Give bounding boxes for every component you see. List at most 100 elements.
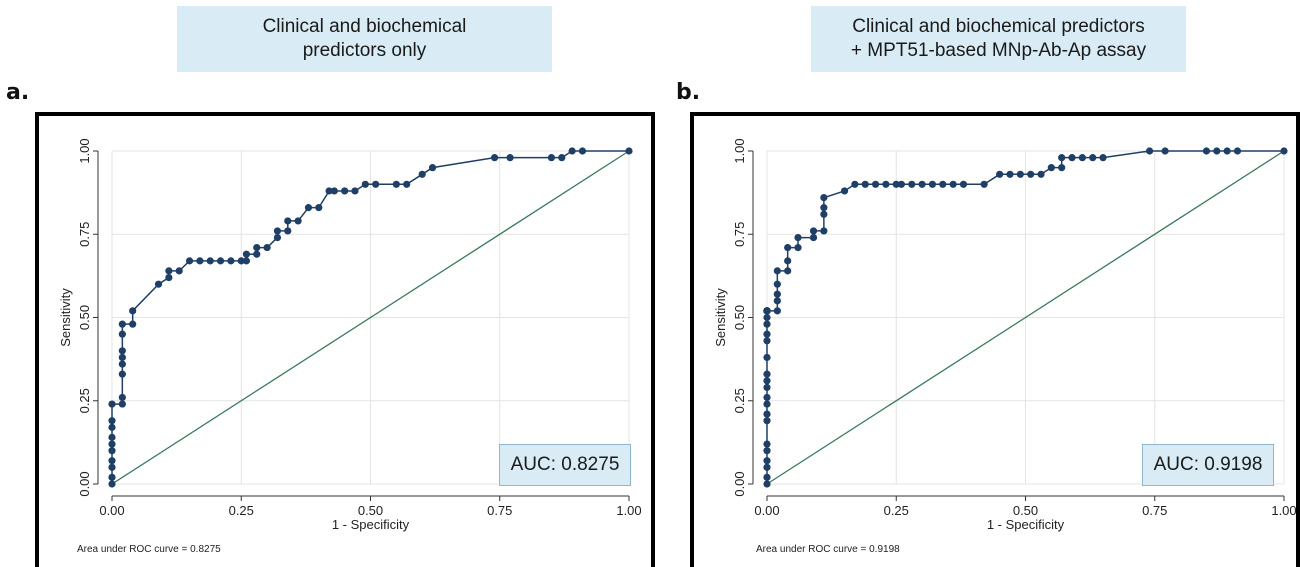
roc-point <box>851 180 859 188</box>
roc-point <box>861 180 869 188</box>
roc-point <box>763 440 771 448</box>
y-tick-label: 0.25 <box>732 388 747 413</box>
roc-point <box>165 267 173 275</box>
x-tick-label: 0.50 <box>1013 503 1038 518</box>
roc-point <box>196 257 204 265</box>
roc-point <box>939 180 947 188</box>
panel-b-letter: b. <box>676 80 701 105</box>
reference-diagonal <box>766 150 1285 485</box>
area-under-curve-note-b: Area under ROC curve = 0.9198 <box>756 544 900 555</box>
roc-chart-a: 0.00 0.00 0.25 0.25 0.50 0.50 0.75 0.75 1.00 1.00… <box>58 138 642 532</box>
roc-point <box>794 243 802 252</box>
roc-point <box>763 463 771 471</box>
panel-a-letter: a. <box>6 80 30 105</box>
x-tick-label: 0.25 <box>229 503 254 518</box>
roc-point <box>175 267 183 275</box>
roc-point <box>763 370 771 378</box>
roc-point <box>341 187 349 195</box>
roc-point <box>165 273 173 282</box>
roc-point <box>108 433 116 441</box>
roc-point <box>809 227 818 235</box>
roc-point <box>284 217 292 225</box>
roc-point <box>1058 154 1066 162</box>
roc-point <box>763 480 771 488</box>
x-tick-label: 0.75 <box>487 503 512 518</box>
roc-point <box>108 480 116 488</box>
roc-point <box>1047 164 1055 172</box>
roc-point <box>773 267 781 275</box>
roc-point <box>1078 154 1086 162</box>
roc-point <box>118 393 126 402</box>
roc-point <box>330 187 338 195</box>
roc-point <box>763 377 771 385</box>
roc-chart-b: 0.00 0.00 0.25 0.25 0.50 0.50 0.75 0.75 1.00 1.00… <box>713 138 1296 532</box>
roc-point <box>1027 170 1035 178</box>
roc-point <box>763 400 771 408</box>
x-tick-label: 1.00 <box>1271 503 1296 518</box>
roc-point <box>325 187 333 195</box>
x-tick-label: 0.25 <box>884 503 909 518</box>
roc-point <box>578 147 587 155</box>
roc-point <box>763 457 771 465</box>
roc-point <box>403 180 411 188</box>
roc-point <box>118 320 126 328</box>
roc-point <box>118 370 126 378</box>
roc-point <box>253 250 261 258</box>
roc-point <box>108 457 116 465</box>
roc-point <box>242 257 251 265</box>
roc-point <box>108 440 116 448</box>
roc-point <box>129 320 137 328</box>
y-tick-label: 0.75 <box>77 222 92 247</box>
roc-point <box>1213 147 1221 155</box>
panel-b-header-text: Clinical and biochemical predictors + MP… <box>850 16 1147 61</box>
roc-point <box>273 227 282 235</box>
roc-point <box>763 320 771 328</box>
roc-point <box>108 463 116 471</box>
roc-point <box>820 204 828 212</box>
y-tick-label: 0.50 <box>732 305 747 330</box>
roc-point <box>294 217 302 225</box>
y-tick-label: 0.50 <box>77 305 92 330</box>
roc-point <box>1161 147 1169 155</box>
auc-badge-a: AUC: 0.8275 <box>499 444 631 486</box>
roc-point <box>1058 164 1066 172</box>
roc-point <box>1068 154 1076 162</box>
roc-point <box>118 360 126 368</box>
roc-point <box>304 204 313 212</box>
roc-point <box>763 307 771 315</box>
roc-point <box>568 147 576 155</box>
roc-point <box>763 447 771 455</box>
panel-b-header: Clinical and biochemical predictors + MP… <box>811 6 1186 72</box>
x-tick-label: 0.50 <box>358 503 383 518</box>
roc-point <box>763 393 771 402</box>
x-tick-label: 0.75 <box>1142 503 1167 518</box>
roc-point <box>773 307 781 315</box>
roc-point <box>820 227 828 235</box>
roc-point <box>284 227 292 235</box>
roc-point <box>1089 154 1097 162</box>
roc-point <box>118 330 126 338</box>
roc-point <box>1223 147 1231 155</box>
roc-point <box>372 180 380 188</box>
roc-point <box>928 180 937 188</box>
roc-point <box>763 330 771 338</box>
roc-point <box>784 243 792 252</box>
roc-point <box>418 170 426 178</box>
roc-point <box>315 204 323 212</box>
roc-point <box>547 154 556 162</box>
roc-point <box>361 180 369 188</box>
roc-point <box>908 180 916 188</box>
roc-point <box>840 187 849 195</box>
roc-point <box>216 257 225 265</box>
roc-point <box>784 267 792 275</box>
roc-point <box>118 353 126 362</box>
roc-point <box>892 180 900 188</box>
y-tick-label: 1.00 <box>77 138 92 163</box>
roc-point <box>253 243 261 252</box>
roc-point <box>108 400 116 408</box>
roc-point <box>273 233 282 242</box>
roc-point <box>558 154 566 162</box>
panel-a-header: Clinical and biochemical predictors only <box>177 6 552 72</box>
x-tick-label: 1.00 <box>616 503 641 518</box>
roc-point <box>490 154 499 162</box>
